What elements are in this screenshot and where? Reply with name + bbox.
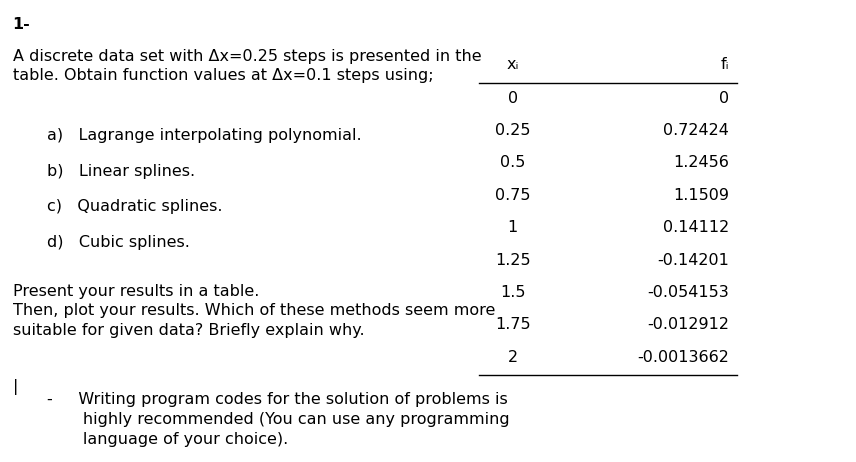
- Text: -0.14201: -0.14201: [657, 253, 729, 267]
- Text: xᵢ: xᵢ: [507, 57, 519, 73]
- Text: -     Writing program codes for the solution of problems is
       highly recomm: - Writing program codes for the solution…: [46, 392, 509, 447]
- Text: -0.012912: -0.012912: [647, 317, 729, 332]
- Text: 0: 0: [719, 91, 729, 106]
- Text: c)   Quadratic splines.: c) Quadratic splines.: [46, 199, 222, 214]
- Text: 0.25: 0.25: [495, 123, 531, 138]
- Text: b)   Linear splines.: b) Linear splines.: [46, 164, 194, 179]
- Text: -0.0013662: -0.0013662: [637, 350, 729, 365]
- Text: 1.75: 1.75: [495, 317, 531, 332]
- Text: 1.1509: 1.1509: [673, 188, 729, 203]
- Text: 1-: 1-: [13, 18, 31, 32]
- Text: |: |: [13, 379, 18, 395]
- Text: 1: 1: [508, 220, 518, 235]
- Text: 0.14112: 0.14112: [663, 220, 729, 235]
- Text: a)   Lagrange interpolating polynomial.: a) Lagrange interpolating polynomial.: [46, 128, 361, 143]
- Text: -0.054153: -0.054153: [647, 285, 729, 300]
- Text: 0.72424: 0.72424: [663, 123, 729, 138]
- Text: 1.2456: 1.2456: [673, 155, 729, 170]
- Text: fᵢ: fᵢ: [720, 57, 729, 73]
- Text: A discrete data set with Δx=0.25 steps is presented in the
table. Obtain functio: A discrete data set with Δx=0.25 steps i…: [13, 49, 481, 83]
- Text: 0: 0: [508, 91, 518, 106]
- Text: 0.5: 0.5: [500, 155, 526, 170]
- Text: d)   Cubic splines.: d) Cubic splines.: [46, 235, 189, 250]
- Text: 1.25: 1.25: [495, 253, 531, 267]
- Text: 2: 2: [508, 350, 518, 365]
- Text: 1.5: 1.5: [500, 285, 526, 300]
- Text: Present your results in a table.
Then, plot your results. Which of these methods: Present your results in a table. Then, p…: [13, 284, 495, 338]
- Text: 0.75: 0.75: [495, 188, 531, 203]
